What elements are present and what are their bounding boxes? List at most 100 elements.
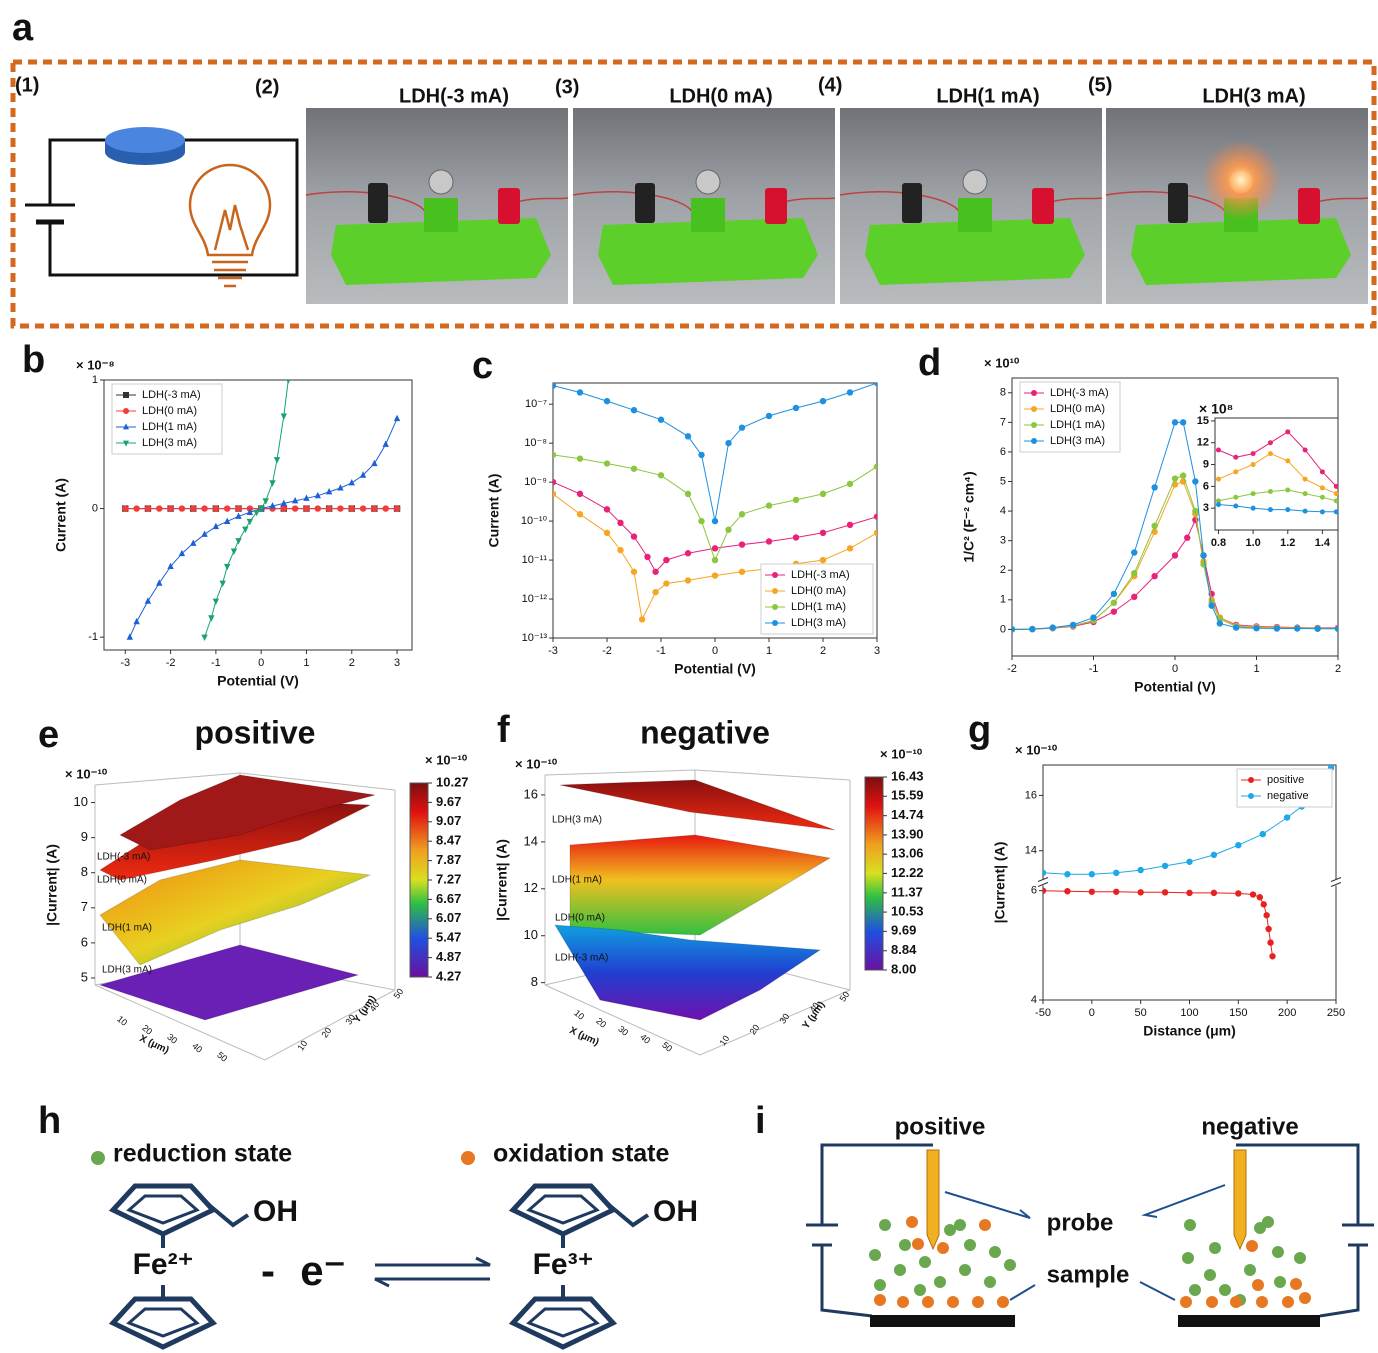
z-tick-label: 6	[81, 934, 88, 949]
x-tick-label: 100	[1180, 1007, 1198, 1019]
surface-label: LDH(0 mA)	[97, 875, 147, 886]
x-tick-label: -1	[1089, 663, 1099, 675]
marker	[303, 505, 309, 511]
marker	[1260, 831, 1266, 837]
colorbar-tick-label: 11.37	[891, 884, 923, 899]
reduced-molecule	[1274, 1276, 1286, 1288]
surface-label: LDH(1 mA)	[552, 875, 602, 886]
oxidized-molecule	[937, 1242, 949, 1254]
marker	[698, 452, 704, 458]
panel-label: i	[755, 1100, 766, 1142]
x-tick-label: -50	[1035, 1007, 1051, 1019]
marker	[820, 398, 826, 404]
z-tick-label: 5	[81, 969, 88, 984]
oxidized-molecule	[1290, 1278, 1302, 1290]
marker	[1064, 871, 1070, 877]
legend-label: LDH(3 mA)	[791, 617, 846, 629]
reduced-molecule	[894, 1264, 906, 1276]
oxidized-molecule	[1282, 1296, 1294, 1308]
axis-multiplier: × 10⁻¹⁰	[65, 766, 108, 781]
x-tick-label: 30	[616, 1024, 630, 1038]
cp-ring-inner	[529, 1309, 597, 1336]
marker	[337, 505, 343, 511]
photo-title: LDH(3 mA)	[1202, 85, 1305, 107]
circuit-wire	[806, 1145, 933, 1316]
y-tick-label: 10	[295, 1039, 309, 1053]
red-post	[765, 188, 787, 224]
reduced-molecule	[984, 1276, 996, 1288]
marker	[1131, 594, 1137, 600]
marker	[658, 472, 664, 478]
marker	[1251, 491, 1256, 496]
marker	[1269, 953, 1275, 959]
panel-label: b	[22, 339, 45, 381]
marker	[1250, 891, 1256, 897]
colorbar-tick-label: 8.47	[436, 833, 461, 848]
marker	[1162, 863, 1168, 869]
y-axis-label: Y (μm)	[801, 1000, 828, 1032]
reduced-molecule	[959, 1264, 971, 1276]
marker	[1320, 509, 1325, 514]
marker	[1070, 622, 1076, 628]
x-axis-label: Distance (μm)	[1143, 1023, 1236, 1039]
legend-label: LDH(0 mA)	[791, 585, 846, 597]
panel-number: (5)	[1088, 74, 1112, 96]
colorbar-multiplier: × 10⁻¹⁰	[425, 752, 468, 767]
marker	[766, 413, 772, 419]
legend-label: negative	[1267, 790, 1309, 802]
y-tick-label: 10⁻¹²	[522, 593, 548, 605]
y-tick-label: 30	[777, 1012, 791, 1026]
marker	[1111, 591, 1117, 597]
oxidized-molecule	[979, 1219, 991, 1231]
marker	[1111, 600, 1117, 606]
marker	[281, 505, 287, 511]
marker	[847, 545, 853, 551]
marker	[1265, 926, 1271, 932]
marker	[235, 505, 241, 511]
photo	[1106, 108, 1368, 304]
probe-label: probe	[1047, 1209, 1114, 1236]
marker	[1172, 419, 1178, 425]
marker	[617, 547, 623, 553]
y-tick-label: 10⁻⁷	[525, 398, 547, 410]
surface-label: LDH(-3 mA)	[555, 953, 608, 964]
y-tick-label: 6	[1203, 480, 1209, 492]
x-axis-label: X (μm)	[138, 1033, 171, 1056]
legend-label: LDH(0 mA)	[142, 405, 197, 417]
marker	[739, 424, 745, 430]
marker	[663, 580, 669, 586]
legend-label: LDH(0 mA)	[1050, 403, 1105, 415]
red-post	[1298, 188, 1320, 224]
panel-number: (4)	[818, 74, 842, 96]
x-tick-label: 2	[820, 645, 826, 657]
marker	[652, 569, 658, 575]
colorbar-tick-label: 6.67	[436, 891, 461, 906]
marker	[1320, 485, 1325, 490]
panel-number: (2)	[255, 76, 279, 98]
marker	[766, 502, 772, 508]
colorbar-tick-label: 4.27	[436, 968, 461, 983]
marker	[1216, 502, 1221, 507]
marker	[1314, 626, 1320, 632]
marker	[1285, 507, 1290, 512]
oxidized-molecule	[912, 1238, 924, 1250]
marker	[820, 530, 826, 536]
marker	[1294, 625, 1300, 631]
state-dot	[461, 1151, 475, 1165]
x-tick-label: 250	[1327, 1007, 1345, 1019]
legend-label: positive	[1267, 774, 1304, 786]
marker	[1137, 889, 1143, 895]
y-tick-label: 0	[1000, 623, 1006, 635]
marker	[326, 505, 332, 511]
marker	[577, 491, 583, 497]
marker	[847, 389, 853, 395]
marker	[1285, 429, 1290, 434]
photo	[306, 108, 568, 304]
marker	[550, 491, 556, 497]
y-tick-label: 7	[1000, 416, 1006, 428]
marker	[820, 557, 826, 563]
x-tick-label: 1.4	[1315, 537, 1331, 549]
y-tick-label: 50	[837, 990, 851, 1004]
ldh-disk	[105, 127, 185, 165]
marker	[1233, 504, 1238, 509]
